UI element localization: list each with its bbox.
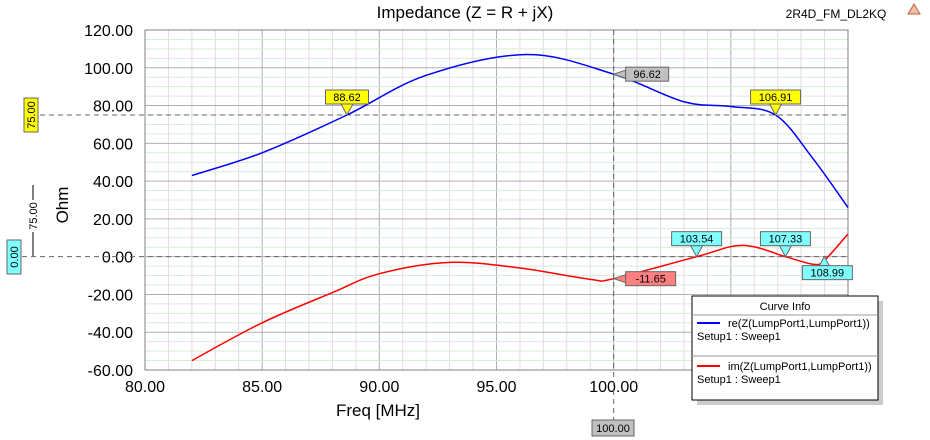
x-tick-label: 95.00 <box>476 379 516 396</box>
marker-label: 88.62 <box>333 92 361 104</box>
x-tick-label: 100.00 <box>589 379 638 396</box>
legend-title: Curve Info <box>760 301 811 313</box>
re-z-curve <box>191 53 849 208</box>
legend-label-re: re(Z(LumpPort1,LumpPort1)) <box>728 318 870 330</box>
marker-label: -11.65 <box>635 274 665 286</box>
svg-text:0.00: 0.00 <box>9 246 21 267</box>
legend-box[interactable]: Curve Info re(Z(LumpPort1,LumpPort1)) Se… <box>691 295 883 405</box>
marker-box <box>801 265 853 281</box>
legend-sub-re: Setup1 : Sweep1 <box>697 331 781 343</box>
x-marker-100[interactable]: 100.00 <box>591 419 635 437</box>
y-tick-label: -60.00 <box>88 363 133 380</box>
marker-box <box>324 89 369 105</box>
marker-label: 106.91 <box>759 92 793 104</box>
ansys-logo-icon <box>907 3 921 15</box>
y-tick-label: 120.00 <box>84 23 133 40</box>
y-tick-label: 0.00 <box>102 250 133 267</box>
marker-103.54[interactable]: 103.54 <box>671 231 723 258</box>
marker-box <box>671 231 723 247</box>
im-z-curve <box>191 233 849 362</box>
marker-label: 108.99 <box>811 268 845 280</box>
marker-label: 107.33 <box>769 234 803 246</box>
y-marker-delta: 75.00 <box>28 185 40 256</box>
x-tick-label: 90.00 <box>359 379 399 396</box>
marker-label: 103.54 <box>680 234 714 246</box>
y-tick-label: 60.00 <box>93 136 133 153</box>
marker-box <box>759 231 811 247</box>
svg-text:100.00: 100.00 <box>596 423 630 435</box>
x-axis-label: Freq [MHz] <box>336 401 420 420</box>
plot-frame <box>144 29 849 371</box>
y-axis-label: Ohm <box>53 187 72 224</box>
y-marker-75[interactable]: 75.00 <box>23 97 39 133</box>
design-name: 2R4D_FM_DL2KQ <box>786 7 887 21</box>
y-marker-0[interactable]: 0.00 <box>6 239 22 275</box>
legend-sub-im: Setup1 : Sweep1 <box>697 374 781 386</box>
legend-label-im: im(Z(LumpPort1,LumpPort1)) <box>728 361 872 373</box>
y-tick-label: 20.00 <box>93 212 133 229</box>
marker-96.62[interactable]: 96.62 <box>612 66 670 82</box>
svg-text:75.00: 75.00 <box>28 202 40 230</box>
marker-107.33[interactable]: 107.33 <box>759 231 811 258</box>
y-tick-label: -40.00 <box>88 325 133 342</box>
x-tick-label: 85.00 <box>242 379 282 396</box>
x-tick-label: 80.00 <box>125 379 165 396</box>
svg-text:75.00: 75.00 <box>26 101 38 129</box>
chart-title: Impedance (Z = R + jX) <box>377 3 554 22</box>
marker-box <box>750 89 802 105</box>
marker-box <box>625 271 677 287</box>
y-tick-label: -20.00 <box>88 287 133 304</box>
y-tick-label: 80.00 <box>93 99 133 116</box>
marker-label: 96.62 <box>633 69 661 81</box>
y-tick-label: 100.00 <box>84 61 133 78</box>
marker-88.62[interactable]: 88.62 <box>324 89 369 117</box>
marker--11.65[interactable]: -11.65 <box>612 271 677 287</box>
marker-108.99[interactable]: 108.99 <box>801 255 853 281</box>
marker-106.91[interactable]: 106.91 <box>750 89 802 117</box>
y-tick-label: 40.00 <box>93 174 133 191</box>
marker-box <box>625 66 670 82</box>
